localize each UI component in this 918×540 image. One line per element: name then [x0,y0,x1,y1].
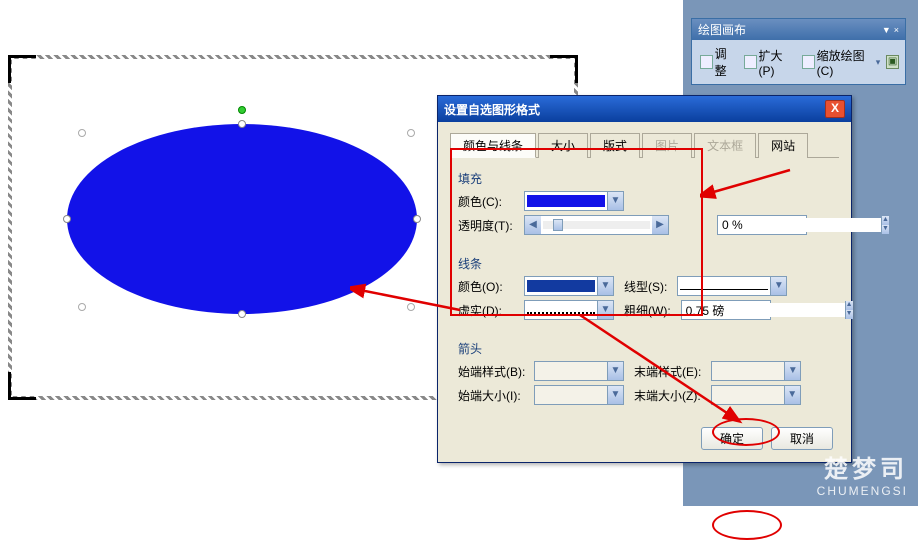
toolbar-scale-button[interactable]: 缩放绘图(C)▾ [800,46,882,79]
spin-up-icon[interactable]: ▲ [845,301,853,310]
tab-web[interactable]: 网站 [758,133,808,158]
bbox-handle-se[interactable] [407,303,415,311]
arrows-group: 箭头 始端样式(B): ▼ 末端样式(E): ▼ 始端大小(I): ▼ 末端大小… [450,332,839,417]
watermark: 楚梦司 CHUMENGSI [817,449,908,498]
expand-icon [744,55,757,69]
autoshape-ellipse[interactable] [67,124,417,314]
dialog-button-row: 确定 取消 [450,427,839,450]
toolbar-adjust-button[interactable]: 调整 [698,44,738,80]
canvas-corner-bl [8,372,36,400]
drawing-canvas-toolbar: 绘图画布 ▼ × 调整 扩大(P) 缩放绘图(C)▾ ▣ [691,18,906,85]
bbox-handle-ne[interactable] [407,129,415,137]
dialog-titlebar[interactable]: 设置自选图形格式 X [438,96,851,122]
toolbar-close-icon[interactable]: × [894,25,899,35]
scale-icon [802,55,815,69]
cancel-button[interactable]: 取消 [771,427,833,450]
shape-handle-e[interactable] [413,215,421,223]
shape-handle-s[interactable] [238,310,246,318]
spin-up-icon[interactable]: ▲ [881,216,889,225]
chevron-down-icon: ▼ [770,277,786,295]
begin-size-combo: ▼ [534,385,624,405]
rotate-handle[interactable] [238,106,246,114]
toolbar-scale-label: 缩放绘图(C) [817,47,874,78]
begin-size-label: 始端大小(I): [458,387,528,404]
transparency-value[interactable] [718,218,881,232]
annotation-circle-ok [712,418,780,446]
transparency-spinner[interactable]: ▲▼ [717,215,807,235]
spin-down-icon[interactable]: ▼ [845,310,853,319]
end-style-combo: ▼ [711,361,801,381]
adjust-icon [700,55,713,69]
toolbar-expand-label: 扩大(P) [759,47,795,78]
line-weight-value[interactable] [682,303,845,317]
toolbar-menu-icon[interactable]: ▼ [882,25,891,35]
canvas-corner-tl [8,55,36,83]
dialog-title-text: 设置自选图形格式 [444,101,540,118]
spin-down-icon[interactable]: ▼ [881,225,889,234]
toolbar-titlebar[interactable]: 绘图画布 ▼ × [692,19,905,40]
arrows-group-title: 箭头 [458,340,831,357]
tab-textbox: 文本框 [694,133,756,158]
end-style-label: 末端样式(E): [630,363,705,380]
toolbar-adjust-label: 调整 [715,45,736,79]
watermark-brand: 楚梦司 [817,449,908,484]
bbox-handle-sw[interactable] [78,303,86,311]
annotation-box-settings [450,148,703,316]
watermark-url: CHUMENGSI [817,484,908,498]
shape-handle-n[interactable] [238,120,246,128]
toolbar-expand-button[interactable]: 扩大(P) [742,46,796,79]
bbox-handle-nw[interactable] [78,129,86,137]
shape-handle-w[interactable] [63,215,71,223]
begin-style-label: 始端样式(B): [458,363,528,380]
canvas-corner-tr [550,55,578,83]
end-size-label: 末端大小(Z): [630,387,705,404]
close-icon[interactable]: X [825,100,845,118]
toolbar-title-text: 绘图画布 [698,21,746,38]
end-size-combo: ▼ [711,385,801,405]
begin-style-combo: ▼ [534,361,624,381]
toolbar-fit-button[interactable]: ▣ [886,55,899,69]
